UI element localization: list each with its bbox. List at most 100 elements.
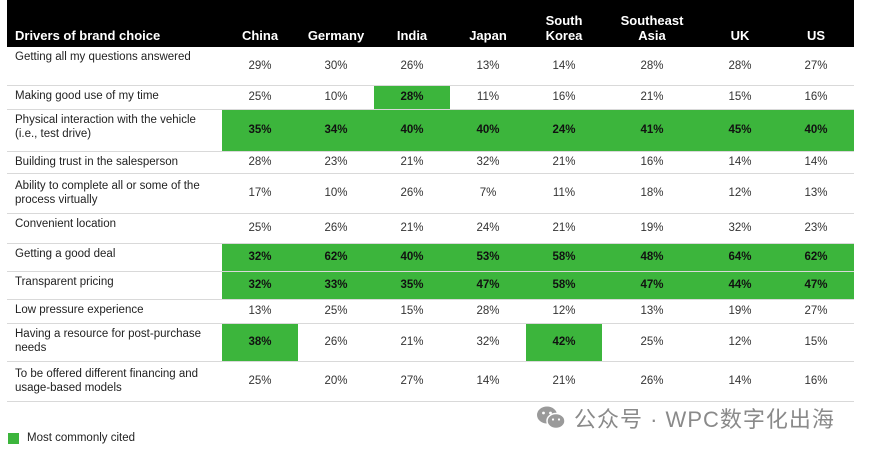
data-cell: 45% [702,109,778,152]
data-cell: 26% [374,173,450,214]
data-cell: 25% [298,299,374,324]
watermark-text: 公众号 · WPC数字化出海 [574,407,835,432]
data-cell: 28% [374,85,450,110]
data-cell: 32% [450,151,526,174]
table-body: Getting all my questions answered 29% 30% 2… [7,47,854,402]
row-label: Ability to complete all or some of the p… [7,173,222,214]
data-cell: 32% [702,213,778,244]
data-cell: 23% [298,151,374,174]
data-cell: 12% [702,323,778,362]
data-cell: 41% [602,109,702,152]
data-cell: 53% [450,243,526,272]
data-cell: 47% [778,271,854,300]
data-cell: 13% [778,173,854,214]
data-cell: 14% [778,151,854,174]
data-cell: 25% [222,213,298,244]
data-cell: 10% [298,85,374,110]
data-cell: 29% [222,47,298,86]
data-cell: 26% [298,213,374,244]
data-cell: 21% [526,361,602,402]
data-cell: 27% [778,299,854,324]
data-cell: 27% [374,361,450,402]
watermark: 公众号 · WPC数字化出海 [536,402,835,434]
data-cell: 15% [374,299,450,324]
data-cell: 25% [222,361,298,402]
data-cell: 21% [602,85,702,110]
table-row: Ability to complete all or some of the p… [7,173,854,214]
table-row: Getting a good deal 32% 62% 40% 53% 58% 48% 64%… [7,243,854,272]
data-cell: 28% [602,47,702,86]
data-cell: 25% [222,85,298,110]
data-cell: 21% [374,151,450,174]
data-cell: 21% [526,213,602,244]
data-cell: 11% [526,173,602,214]
data-cell: 16% [778,361,854,402]
data-cell: 40% [450,109,526,152]
data-cell: 16% [778,85,854,110]
data-cell: 40% [374,109,450,152]
data-cell: 26% [374,47,450,86]
data-cell: 14% [450,361,526,402]
data-cell: 12% [526,299,602,324]
data-cell: 42% [526,323,602,362]
data-cell: 44% [702,271,778,300]
data-cell: 11% [450,85,526,110]
data-cell: 14% [702,361,778,402]
data-cell: 19% [702,299,778,324]
column-header: Southeast Asia [602,0,702,47]
header-label: Drivers of brand choice [7,0,222,47]
data-cell: 34% [298,109,374,152]
column-header: China [222,0,298,47]
data-cell: 30% [298,47,374,86]
column-header: South Korea [526,0,602,47]
header-row: Drivers of brand choice China Germany In… [7,0,854,47]
data-cell: 48% [602,243,702,272]
table-row: Physical interaction with the vehicle (i… [7,109,854,152]
row-label: Physical interaction with the vehicle (i… [7,109,222,152]
table-row: Low pressure experience 13% 25% 15% 28% 12% 13… [7,299,854,324]
data-cell: 58% [526,271,602,300]
data-cell: 58% [526,243,602,272]
table-row: Having a resource for post-purchase need… [7,323,854,362]
data-cell: 21% [374,213,450,244]
data-cell: 16% [602,151,702,174]
data-cell: 40% [374,243,450,272]
wechat-icon [537,406,566,430]
data-cell: 35% [374,271,450,300]
data-cell: 21% [374,323,450,362]
data-cell: 23% [778,213,854,244]
data-cell: 62% [778,243,854,272]
data-cell: 13% [450,47,526,86]
table-row: To be offered different financing and us… [7,361,854,402]
data-cell: 40% [778,109,854,152]
data-cell: 28% [702,47,778,86]
row-label: Convenient location [7,213,222,244]
table-row: Transparent pricing 32% 33% 35% 47% 58% 47% 44%… [7,271,854,300]
data-cell: 32% [450,323,526,362]
row-label: Low pressure experience [7,299,222,324]
column-header: Japan [450,0,526,47]
data-cell: 38% [222,323,298,362]
row-label: Getting a good deal [7,243,222,272]
data-cell: 64% [702,243,778,272]
legend-label: Most commonly cited [27,432,136,444]
data-cell: 20% [298,361,374,402]
row-label: To be offered different financing and us… [7,361,222,402]
data-cell: 15% [702,85,778,110]
table-row: Making good use of my time 25% 10% 28% 11% 16… [7,85,854,110]
data-cell: 33% [298,271,374,300]
row-label: Getting all my questions answered [7,47,222,86]
data-cell: 13% [602,299,702,324]
row-label: Transparent pricing [7,271,222,300]
data-cell: 18% [602,173,702,214]
row-label: Building trust in the salesperson [7,151,222,174]
column-header: US [778,0,854,47]
brand-drivers-table: Drivers of brand choice China Germany In… [7,0,854,402]
data-cell: 10% [298,173,374,214]
row-label: Having a resource for post-purchase need… [7,323,222,362]
table-row: Getting all my questions answered 29% 30% 2… [7,47,854,86]
table-row: Building trust in the salesperson 28% 23% 2… [7,151,854,174]
data-cell: 17% [222,173,298,214]
data-cell: 32% [222,271,298,300]
row-label: Making good use of my time [7,85,222,110]
